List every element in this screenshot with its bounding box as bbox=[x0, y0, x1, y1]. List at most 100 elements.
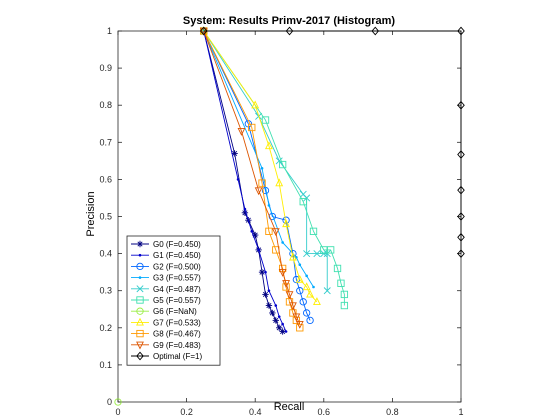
data-point bbox=[285, 26, 294, 36]
data-point bbox=[267, 204, 271, 207]
x-tick-label: 0.2 bbox=[180, 407, 193, 417]
legend-entry: G1 (F=0.450) bbox=[131, 251, 201, 260]
x-axis-label: Recall bbox=[274, 401, 305, 413]
legend-marker bbox=[136, 341, 144, 350]
legend-marker bbox=[136, 296, 144, 304]
data-point bbox=[306, 289, 315, 298]
legend-marker bbox=[136, 285, 144, 293]
data-point bbox=[457, 100, 465, 110]
y-tick-label: 0.2 bbox=[99, 323, 112, 333]
data-point bbox=[299, 298, 307, 306]
data-point bbox=[313, 297, 321, 305]
legend-label: G1 (F=0.450) bbox=[153, 251, 201, 260]
data-point bbox=[250, 230, 254, 233]
data-point bbox=[296, 287, 304, 295]
data-point bbox=[264, 270, 267, 274]
data-point bbox=[313, 250, 321, 258]
data-point bbox=[303, 250, 311, 258]
data-point bbox=[275, 157, 283, 165]
data-point bbox=[323, 287, 331, 295]
series-6 bbox=[114, 398, 122, 406]
y-tick-label: 0.3 bbox=[99, 286, 112, 296]
legend-label: G5 (F=0.557) bbox=[153, 296, 201, 305]
data-point bbox=[296, 324, 304, 332]
data-point bbox=[236, 178, 240, 181]
series-line bbox=[203, 30, 301, 325]
legend-label: G6 (F=NaN) bbox=[153, 307, 197, 316]
data-point bbox=[340, 301, 349, 310]
y-tick-label: 0 bbox=[107, 397, 112, 407]
series-5 bbox=[200, 27, 349, 310]
series-line bbox=[203, 30, 314, 288]
legend-entry: G7 (F=0.533) bbox=[131, 317, 201, 327]
data-point bbox=[457, 249, 465, 258]
series-9 bbox=[199, 27, 304, 329]
data-point bbox=[267, 289, 271, 293]
data-point bbox=[285, 291, 294, 300]
data-point bbox=[289, 252, 297, 261]
data-point bbox=[271, 228, 280, 237]
data-point bbox=[295, 256, 298, 259]
series-3 bbox=[202, 29, 315, 289]
data-point bbox=[292, 313, 301, 322]
data-point bbox=[251, 100, 260, 109]
data-point bbox=[281, 241, 284, 244]
data-point bbox=[281, 322, 284, 326]
series-4 bbox=[200, 27, 331, 295]
series-7 bbox=[199, 26, 321, 305]
data-point bbox=[457, 185, 465, 195]
legend-label: G3 (F=0.557) bbox=[153, 274, 201, 283]
data-point bbox=[312, 285, 315, 289]
data-point bbox=[265, 302, 273, 309]
legend-label: G4 (F=0.487) bbox=[153, 285, 201, 294]
data-point bbox=[320, 246, 328, 254]
series-line bbox=[203, 30, 318, 303]
series-layer bbox=[114, 26, 465, 406]
data-point bbox=[284, 330, 288, 333]
data-point bbox=[278, 269, 287, 277]
data-point bbox=[295, 320, 304, 329]
legend-entry: G3 (F=0.557) bbox=[131, 274, 201, 283]
legend-marker bbox=[136, 240, 144, 248]
data-point bbox=[257, 248, 260, 252]
data-point bbox=[457, 150, 465, 159]
data-point bbox=[274, 304, 278, 307]
data-point bbox=[302, 282, 311, 291]
y-tick-label: 0.8 bbox=[99, 100, 112, 110]
data-point bbox=[199, 27, 208, 36]
legend: G0 (F=0.450) G1 (F=0.450) G2 (F=0.500) G3 (… bbox=[126, 235, 221, 366]
data-point bbox=[262, 291, 269, 298]
legend-entry: Optimal (F=1) bbox=[131, 351, 202, 361]
data-point bbox=[337, 279, 345, 287]
chart-title: System: Results Primv-2017 (Histogram) bbox=[183, 15, 395, 27]
x-tick-label: 0.8 bbox=[386, 407, 399, 417]
y-tick-label: 1 bbox=[107, 26, 112, 36]
legend-marker bbox=[136, 351, 144, 361]
legend-marker bbox=[136, 329, 144, 338]
data-point bbox=[371, 26, 380, 36]
y-tick-label: 0.5 bbox=[99, 212, 112, 222]
legend-label: Optimal (F=1) bbox=[153, 352, 202, 361]
legend-marker bbox=[136, 317, 144, 326]
data-point bbox=[199, 26, 208, 36]
legend-entry: G4 (F=0.487) bbox=[131, 285, 201, 294]
y-tick-label: 0.4 bbox=[99, 249, 112, 259]
legend-entry: G0 (F=0.450) bbox=[131, 240, 201, 249]
legend-marker bbox=[136, 262, 144, 271]
legend-label: G8 (F=0.467) bbox=[153, 330, 201, 339]
x-tick-label: 0.6 bbox=[318, 407, 331, 417]
series-line bbox=[203, 30, 345, 306]
data-point bbox=[265, 227, 273, 235]
y-tick-label: 0.7 bbox=[99, 137, 112, 147]
legend-marker bbox=[138, 276, 142, 279]
data-point bbox=[269, 309, 276, 317]
data-point bbox=[327, 246, 335, 254]
data-point bbox=[457, 26, 465, 36]
data-point bbox=[298, 263, 302, 267]
data-point bbox=[282, 280, 290, 288]
legend-label: G9 (F=0.483) bbox=[153, 341, 201, 350]
legend-entry: G8 (F=0.467) bbox=[131, 330, 201, 339]
data-point bbox=[237, 128, 246, 136]
series-10 bbox=[199, 26, 465, 258]
